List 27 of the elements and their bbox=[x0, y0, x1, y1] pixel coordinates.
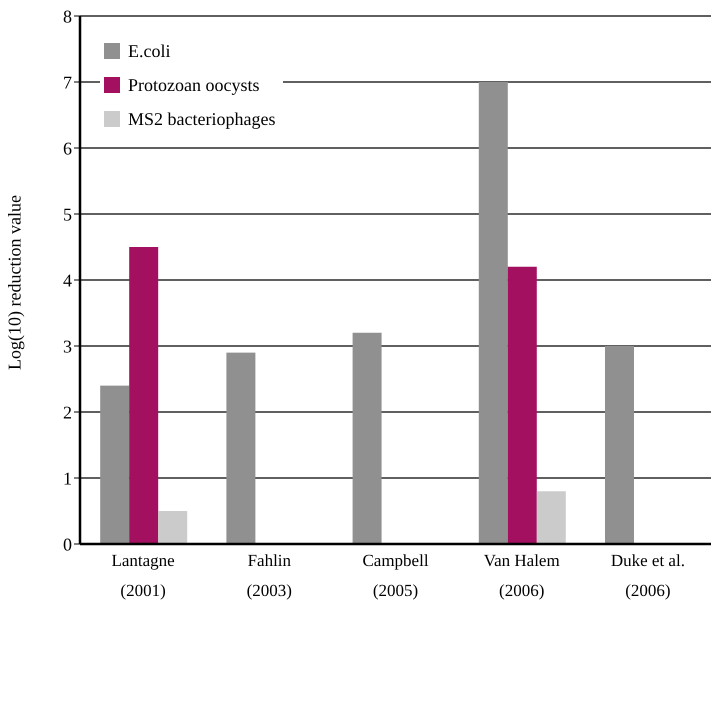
bar bbox=[226, 352, 256, 544]
bar bbox=[158, 511, 188, 544]
x-tick-label: Fahlin (2003) bbox=[246, 551, 292, 600]
y-tick-label: 4 bbox=[63, 270, 72, 290]
legend-label: MS2 bacteriophages bbox=[128, 108, 276, 130]
x-tick-label: Van Halem (2006) bbox=[484, 551, 560, 600]
y-tick-label: 6 bbox=[63, 138, 72, 158]
bar bbox=[604, 346, 634, 544]
bar bbox=[508, 266, 537, 544]
legend-label: Protozoan oocysts bbox=[128, 74, 260, 96]
x-tick-label: Duke et al. (2006) bbox=[610, 551, 685, 600]
y-axis-title: Log(10) reduction value bbox=[4, 195, 24, 370]
bar bbox=[129, 247, 158, 544]
y-tick-label: 2 bbox=[63, 402, 72, 422]
y-tick-label: 7 bbox=[63, 72, 72, 92]
bar bbox=[536, 491, 566, 544]
y-tick-label: 3 bbox=[63, 336, 72, 356]
y-tick-label: 5 bbox=[63, 204, 72, 224]
x-tick-label: Campbell (2005) bbox=[362, 551, 429, 600]
y-tick-label: 0 bbox=[63, 534, 72, 554]
bar bbox=[352, 332, 382, 544]
bar bbox=[100, 386, 130, 544]
legend-label: E.coli bbox=[128, 40, 170, 62]
y-tick-label: 8 bbox=[63, 6, 72, 26]
bar bbox=[478, 82, 508, 544]
y-tick-label: 1 bbox=[63, 468, 72, 488]
x-tick-label: Lantagne (2001) bbox=[111, 551, 175, 600]
